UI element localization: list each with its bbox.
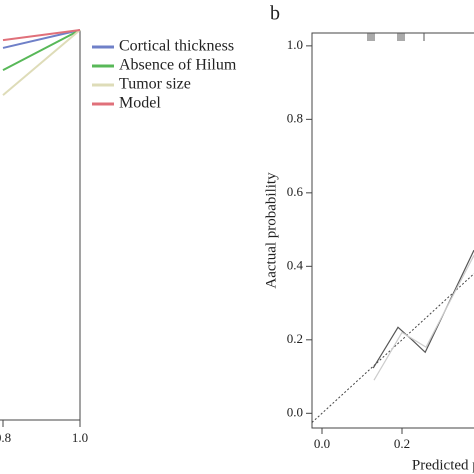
roc-line: [2, 29, 81, 96]
y-tick-label: 0.6: [287, 184, 304, 199]
x-tick-label: 1.0: [72, 430, 88, 445]
reference-diagonal: [311, 272, 474, 423]
y-tick-label: 0.2: [287, 331, 303, 346]
panel-label: b: [270, 3, 280, 25]
y-tick-label: 1.0: [287, 37, 303, 52]
roc-line: [2, 29, 81, 49]
plot-frame: [311, 32, 474, 429]
x-tick-label: 0.0: [314, 436, 330, 451]
y-tick-label: 0.0: [287, 404, 303, 419]
calibration-curve: [372, 249, 474, 369]
legend-label: Model: [119, 95, 161, 112]
calibration-curve: [373, 255, 474, 381]
legend-label: Tumor size: [119, 76, 191, 93]
x-axis-label: Predicted probability: [412, 457, 474, 473]
roc-line: [2, 29, 81, 72]
x-tick-label: 0.2: [394, 436, 410, 451]
y-tick-label: 0.8: [287, 110, 303, 125]
legend-label: Absence of Hilum: [119, 57, 237, 74]
roc-line: [2, 29, 81, 42]
legend-label: Cortical thickness: [119, 38, 234, 55]
x-tick-label: 0.8: [0, 430, 11, 445]
y-tick-label: 0.4: [287, 257, 304, 272]
y-axis-label: Aactual probability: [263, 172, 279, 289]
